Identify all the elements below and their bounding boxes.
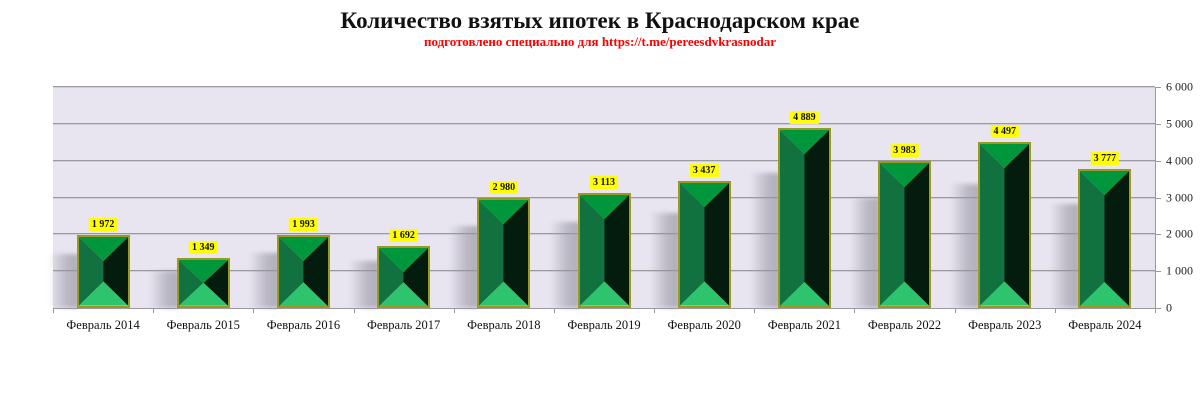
x-tick [153,308,155,313]
y-tick-label: 4 000 [1166,153,1193,168]
bar [377,245,431,308]
x-tick-label: Февраль 2021 [767,318,842,332]
data-label: 1 349 [189,241,218,255]
bar-shadow [549,222,580,308]
bar-shadow [48,253,79,308]
x-tick-label: Февраль 2015 [166,318,240,332]
y-tick [1155,197,1161,199]
bar-shadow [248,252,279,308]
bar-shadow [749,172,780,308]
y-tick-label: 6 000 [1166,79,1193,94]
x-tick [1155,308,1156,313]
bar [677,181,731,308]
x-tick [253,308,255,313]
x-tick [1054,308,1056,313]
y-tick [1155,160,1161,162]
y-tick-label: 5 000 [1166,116,1193,131]
x-tick-label: Февраль 2022 [867,318,942,332]
bar-shadow [349,261,380,308]
bar [577,193,631,308]
x-tick-label: Февраль 2024 [1068,318,1142,332]
chart-subtitle: подготовлено специально для https://t.me… [423,34,776,49]
y-tick-label: 0 [1166,300,1172,315]
bar-shadow [449,225,480,308]
bar [1078,168,1132,308]
bar [76,235,130,308]
x-tick [453,308,455,313]
y-tick [1155,123,1161,125]
y-tick [1155,308,1161,309]
y-tick [1155,87,1161,88]
y-tick [1155,234,1161,236]
bar [978,142,1032,308]
bar [777,127,831,308]
data-label: 4 497 [990,125,1019,139]
x-tick-label: Февраль 2019 [567,318,641,332]
x-tick-label: Февраль 2018 [467,318,541,332]
x-tick [353,308,355,313]
x-tick [654,308,656,313]
bar [878,161,932,308]
bar-shadow [950,183,981,308]
x-axis-line [53,308,1155,309]
bar-shadow [1050,203,1081,308]
y-tick-label: 3 000 [1166,190,1193,204]
x-tick-label: Февраль 2023 [968,318,1042,332]
data-label: 4 889 [790,110,819,124]
data-label: 1 993 [289,217,318,231]
x-tick-label: Февраль 2017 [366,318,441,332]
data-label: 3 437 [689,164,719,178]
x-tick [854,308,856,313]
data-label: 1 692 [389,228,418,242]
data-label: 3 777 [1090,151,1120,165]
bar [276,234,330,308]
gridline [53,122,1155,125]
bar-shadow [850,197,881,308]
x-tick-label: Февраль 2020 [667,318,741,332]
x-tick-label: Февраль 2016 [266,318,341,332]
gridline [53,159,1155,162]
data-label: 1 972 [88,218,118,232]
data-label: 3 983 [890,144,919,158]
bar-shadow [649,213,680,308]
y-tick-label: 2 000 [1166,226,1193,241]
bar [176,258,230,308]
y-tick [1155,271,1161,273]
data-label: 2 980 [489,181,519,195]
gridline [53,86,1155,88]
bar [477,198,531,308]
chart-title: Количество взятых ипотек в Краснодарском… [340,8,860,33]
x-tick [954,308,956,313]
x-tick [553,308,555,313]
y-tick-label: 1 000 [1166,263,1193,278]
x-tick [53,308,54,313]
x-tick [754,308,756,313]
x-tick-label: Февраль 2014 [66,318,140,332]
data-label: 3 113 [590,176,618,190]
bar-shadow [148,270,179,308]
